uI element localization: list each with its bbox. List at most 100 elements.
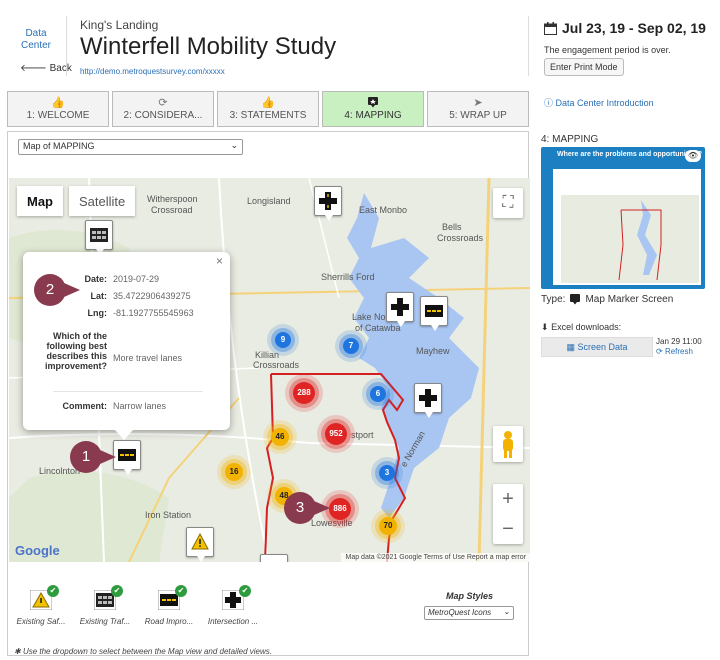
- refresh-link[interactable]: ⟳ Refresh: [656, 347, 693, 356]
- intersection-icon: [419, 389, 437, 407]
- intersection-marker[interactable]: [414, 383, 442, 418]
- legend-item-intersection[interactable]: ✔ Intersection ...: [202, 585, 264, 626]
- cluster-marker[interactable]: 288: [293, 382, 315, 404]
- preview-label: 4: MAPPING: [541, 134, 599, 145]
- popup-key: Lat:: [90, 291, 108, 301]
- map-marker-icon: [323, 96, 423, 110]
- zoom-out-button[interactable]: −: [502, 518, 514, 540]
- type-value: Map Marker Screen: [585, 293, 674, 305]
- screen-preview-thumbnail[interactable]: Where are the problems and opportunities…: [541, 147, 705, 289]
- callout-badge-1: 1: [70, 441, 116, 473]
- intersection-marker[interactable]: [314, 186, 342, 221]
- popup-lng-row: Lng: -81.1927755545963: [23, 308, 230, 318]
- cluster-marker[interactable]: 7: [343, 338, 359, 354]
- cluster-marker[interactable]: 9: [275, 332, 291, 348]
- cluster-marker[interactable]: 952: [325, 423, 347, 445]
- tab-label: 5: WRAP UP: [449, 110, 507, 121]
- road-marker-selected[interactable]: [113, 440, 141, 475]
- eye-icon[interactable]: 👁: [685, 150, 701, 162]
- map-marker-icon: [570, 294, 581, 305]
- zoom-controls: + −: [493, 484, 523, 544]
- intersection-marker[interactable]: [386, 292, 414, 327]
- road-marker[interactable]: [420, 296, 448, 331]
- tab-considerations[interactable]: ⟳ 2: CONSIDERA...: [112, 91, 214, 127]
- data-center-link[interactable]: Data Center: [20, 28, 51, 51]
- excel-date: Jan 29 11:00: [656, 337, 702, 346]
- tab-wrap-up[interactable]: ➤ 5: WRAP UP: [427, 91, 529, 127]
- popup-key: Which of the following best describes th…: [44, 331, 107, 371]
- traffic-icon: ✔: [93, 585, 123, 611]
- date-range: Jul 23, 19 - Sep 02, 19: [562, 20, 706, 36]
- fullscreen-button[interactable]: ⛶: [493, 188, 523, 218]
- callout-badge-3: 3: [284, 492, 330, 524]
- place-label: Witherspoon: [147, 194, 198, 204]
- map-styles-dropdown[interactable]: MetroQuest Icons ⌄: [424, 606, 514, 620]
- map-view-dropdown[interactable]: Map of MAPPING ⌄: [18, 139, 243, 155]
- send-icon: ➤: [473, 97, 483, 109]
- footnote-text: Use the dropdown to select between the M…: [22, 647, 272, 656]
- screen-type-line: Type: Map Marker Screen: [541, 293, 673, 305]
- place-label: of Catawba: [355, 323, 401, 333]
- print-mode-button[interactable]: Enter Print Mode: [544, 58, 624, 76]
- tab-statements[interactable]: 👍 3: STATEMENTS: [217, 91, 319, 127]
- warning-icon: [191, 533, 209, 550]
- chevron-down-icon: ⌄: [503, 607, 510, 616]
- street-view-pegman[interactable]: [493, 426, 523, 462]
- traffic-marker[interactable]: [85, 220, 113, 255]
- place-label: Lake Norman: [352, 312, 407, 322]
- map-type-satellite-button[interactable]: Satellite: [69, 186, 136, 216]
- legend-item-road[interactable]: ✔ Road Impro...: [138, 585, 200, 626]
- header-divider: [66, 16, 67, 76]
- safety-marker[interactable]: [186, 527, 214, 562]
- traffic-marker[interactable]: [260, 554, 288, 562]
- preview-map-graphic: [618, 200, 662, 281]
- close-icon[interactable]: ×: [215, 254, 223, 268]
- header-divider-right: [528, 16, 529, 76]
- screen-data-button[interactable]: ▦ Screen Data: [541, 337, 653, 357]
- check-icon: ✔: [47, 585, 59, 597]
- place-label: stport: [351, 430, 374, 440]
- place-label: Longisland: [247, 196, 291, 206]
- road-icon: [425, 305, 443, 317]
- popup-value: Narrow lanes: [113, 401, 167, 411]
- cluster-marker[interactable]: 886: [329, 498, 351, 520]
- cluster-marker[interactable]: 70: [379, 517, 397, 535]
- cluster-marker[interactable]: 46: [271, 428, 289, 446]
- survey-url-link[interactable]: http://demo.metroquestsurvey.com/xxxxx: [80, 67, 225, 76]
- popup-question-row: Which of the following best describes th…: [23, 331, 230, 371]
- legend-label: Existing Saf...: [16, 617, 66, 626]
- refresh-label: Refresh: [664, 347, 693, 356]
- tab-mapping[interactable]: 4: MAPPING: [322, 91, 424, 127]
- zoom-in-button[interactable]: +: [502, 488, 514, 510]
- data-center-intro-link[interactable]: ⓘ Data Center Introduction: [544, 96, 654, 109]
- popup-lat-row: Lat: 35.4722906439275: [23, 291, 230, 301]
- traffic-icon: [265, 560, 283, 562]
- traffic-icon: [90, 228, 108, 242]
- refresh-icon: ⟳: [656, 347, 663, 356]
- cluster-marker[interactable]: 16: [225, 463, 243, 481]
- legend-item-safety[interactable]: ✔ Existing Saf...: [10, 585, 72, 626]
- map-view-selected: Map of MAPPING: [23, 141, 95, 151]
- chevron-down-icon: ⌄: [230, 140, 238, 150]
- page-title: Winterfell Mobility Study: [80, 33, 337, 60]
- intro-link-label: Data Center Introduction: [555, 98, 654, 108]
- road-icon: [118, 449, 136, 461]
- check-icon: ✔: [239, 585, 251, 597]
- legend-item-traffic[interactable]: ✔ Existing Traf...: [74, 585, 136, 626]
- preview-title: Where are the problems and opportunities…: [557, 151, 703, 158]
- popup-date-row: Date: 2019-07-29: [23, 274, 230, 284]
- tab-welcome[interactable]: 👍 1: WELCOME: [7, 91, 109, 127]
- cluster-marker[interactable]: 6: [370, 386, 386, 402]
- map-type-map-button[interactable]: Map: [17, 186, 63, 216]
- popup-divider: [53, 391, 203, 392]
- map-attribution[interactable]: Map data ©2021 Google Terms of Use Repor…: [341, 553, 530, 562]
- back-link[interactable]: 🡐 Back: [20, 62, 72, 74]
- road-icon: ✔: [157, 585, 187, 611]
- place-label: Lincolnton: [39, 466, 81, 476]
- preview-map: [561, 195, 699, 283]
- type-prefix: Type:: [541, 293, 566, 305]
- tab-label: 3: STATEMENTS: [229, 110, 307, 121]
- fullscreen-icon: ⛶: [502, 194, 514, 211]
- screen-data-label: Screen Data: [577, 342, 628, 352]
- cluster-marker[interactable]: 3: [379, 465, 395, 481]
